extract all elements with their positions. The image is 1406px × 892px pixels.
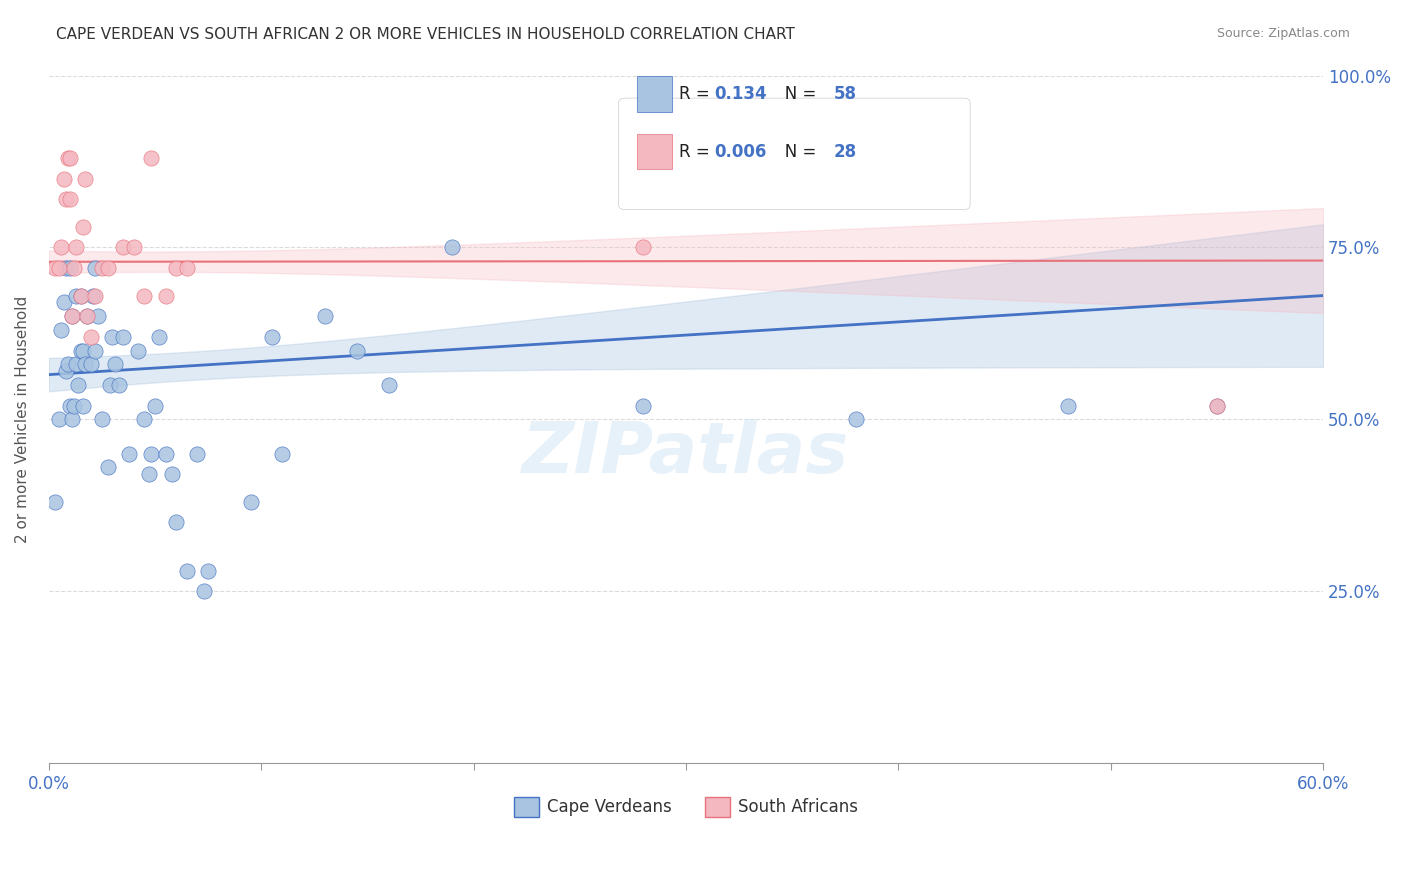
Point [186, 447, 208, 461]
Point [59, 192, 82, 206]
Text: 58: 58 [834, 85, 856, 103]
Point [67, 378, 90, 392]
Point [86, 309, 108, 323]
Point [127, 343, 149, 358]
Point [69, 288, 91, 302]
Point [60, 309, 83, 323]
Point [65, 357, 87, 371]
Point [134, 412, 156, 426]
Point [139, 151, 162, 165]
Point [52, 171, 75, 186]
Point [44, 261, 66, 276]
Point [845, 412, 868, 426]
Point [271, 447, 294, 461]
Point [56, 357, 79, 371]
Text: N =: N = [769, 85, 821, 103]
Point [143, 399, 166, 413]
Point [69, 288, 91, 302]
Point [346, 343, 368, 358]
Point [97, 460, 120, 475]
Point [80, 357, 103, 371]
Text: R =: R = [679, 85, 720, 103]
Point [51, 323, 73, 337]
Point [633, 240, 655, 254]
Point [108, 378, 131, 392]
Point [65, 288, 87, 302]
Point [441, 240, 464, 254]
Point [138, 467, 160, 482]
Point [97, 261, 120, 276]
Point [193, 584, 215, 599]
Legend: Cape Verdeans, South Africans: Cape Verdeans, South Africans [508, 790, 865, 823]
Point [155, 288, 177, 302]
Point [56, 151, 79, 165]
Point [48, 261, 70, 276]
Point [160, 467, 183, 482]
Point [633, 399, 655, 413]
Point [55, 192, 77, 206]
Point [72, 343, 94, 358]
Point [63, 261, 86, 276]
Point [84, 288, 107, 302]
Point [122, 240, 145, 254]
Point [239, 495, 262, 509]
Point [63, 399, 86, 413]
Point [48, 412, 70, 426]
Point [176, 564, 198, 578]
Text: 0.134: 0.134 [714, 85, 766, 103]
Point [101, 330, 124, 344]
Point [104, 357, 127, 371]
Point [55, 261, 77, 276]
Point [44, 495, 66, 509]
Y-axis label: 2 or more Vehicles in Household: 2 or more Vehicles in Household [15, 296, 30, 543]
Point [165, 516, 187, 530]
Point [377, 378, 399, 392]
Text: R =: R = [679, 143, 720, 161]
Point [165, 261, 187, 276]
Point [76, 309, 98, 323]
Point [112, 330, 135, 344]
Point [90, 412, 112, 426]
Text: ZIPatlas: ZIPatlas [522, 419, 849, 488]
Point [72, 399, 94, 413]
Point [197, 564, 219, 578]
Point [69, 343, 91, 358]
Point [1206, 399, 1229, 413]
Point [112, 240, 135, 254]
Point [90, 261, 112, 276]
Point [59, 151, 82, 165]
Point [314, 309, 336, 323]
Point [60, 412, 83, 426]
Point [139, 447, 162, 461]
Point [118, 447, 141, 461]
Point [80, 330, 103, 344]
Point [55, 364, 77, 378]
Point [73, 171, 96, 186]
Point [60, 309, 83, 323]
Point [73, 357, 96, 371]
Point [59, 399, 82, 413]
Point [1057, 399, 1080, 413]
Point [82, 288, 104, 302]
Point [148, 330, 170, 344]
Point [59, 261, 82, 276]
Point [155, 447, 177, 461]
Point [51, 240, 73, 254]
Text: 0.006: 0.006 [714, 143, 766, 161]
Point [260, 330, 283, 344]
Point [1206, 399, 1229, 413]
Point [98, 378, 121, 392]
Point [84, 343, 107, 358]
Point [84, 261, 107, 276]
Text: N =: N = [769, 143, 821, 161]
Point [72, 219, 94, 234]
Point [52, 295, 75, 310]
Text: 28: 28 [834, 143, 856, 161]
Point [176, 261, 198, 276]
Point [76, 309, 98, 323]
Text: Source: ZipAtlas.com: Source: ZipAtlas.com [1216, 27, 1350, 40]
Point [65, 240, 87, 254]
Point [134, 288, 156, 302]
Text: CAPE VERDEAN VS SOUTH AFRICAN 2 OR MORE VEHICLES IN HOUSEHOLD CORRELATION CHART: CAPE VERDEAN VS SOUTH AFRICAN 2 OR MORE … [56, 27, 796, 42]
